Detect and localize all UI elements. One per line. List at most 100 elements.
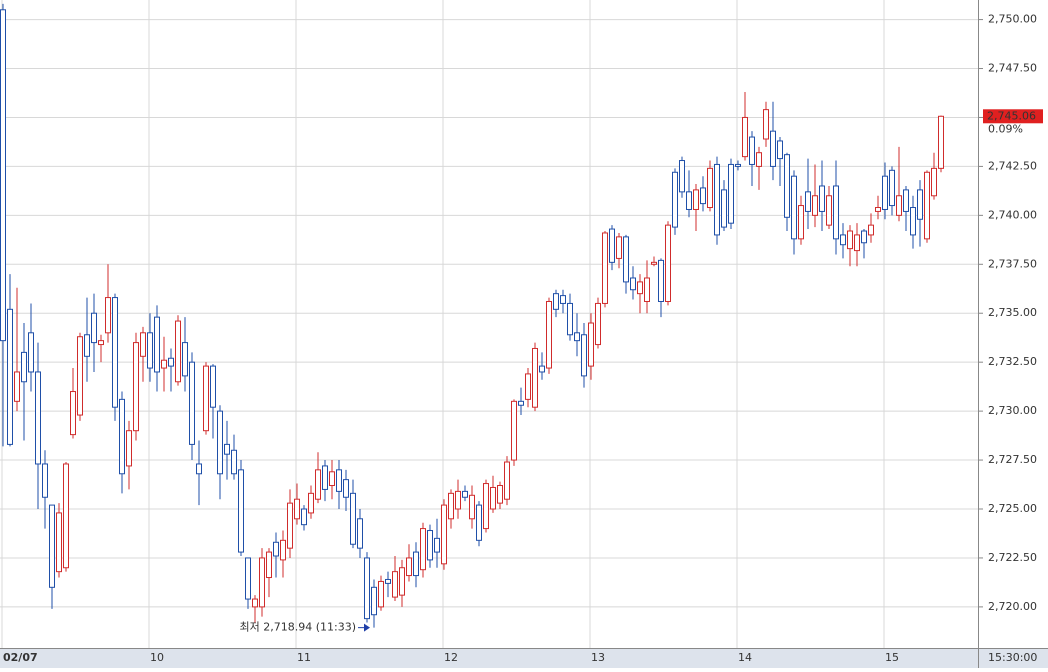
candle-body: [371, 586, 377, 616]
candle-body: [833, 185, 839, 240]
candle-body: [91, 312, 97, 344]
candle-body: [98, 340, 104, 346]
candle-body: [203, 365, 209, 432]
candle-body: [182, 342, 188, 377]
candle-body: [938, 115, 944, 169]
candle-body: [602, 232, 608, 304]
y-tick-label: 2,750.00: [988, 13, 1037, 26]
candle-body: [161, 359, 167, 369]
candle-body: [469, 494, 475, 520]
candle-body: [476, 504, 482, 541]
candle-body: [434, 537, 440, 553]
x-tick-label: 13: [591, 651, 605, 664]
candle-body: [665, 224, 671, 302]
candle-body: [126, 430, 132, 467]
candle-body: [637, 281, 643, 295]
candle-body: [644, 277, 650, 302]
candle-body: [728, 163, 734, 224]
candle-body: [392, 571, 398, 598]
candle-body: [609, 228, 615, 263]
candle-body: [273, 541, 279, 557]
candle-body: [567, 302, 573, 336]
last-price-change: 0.09%: [988, 122, 1023, 135]
candle-body: [28, 332, 34, 373]
last-price-box: [983, 109, 1043, 124]
candle-body: [196, 463, 202, 475]
candle-body: [147, 332, 153, 369]
candle-body: [217, 410, 223, 475]
y-tick-label: 2,730.00: [988, 404, 1037, 417]
candle-body: [742, 116, 748, 158]
candle-body: [777, 140, 783, 160]
candle-body: [693, 189, 699, 210]
candle-body: [798, 205, 804, 240]
candle-body: [651, 261, 657, 265]
candle-body: [672, 171, 678, 228]
candle-body: [868, 224, 874, 236]
candle-body: [679, 160, 685, 193]
candle-body: [763, 109, 769, 140]
candle-body: [504, 461, 510, 500]
candle-body: [399, 567, 405, 596]
candle-body: [686, 191, 692, 210]
candle-body: [343, 479, 349, 498]
candle-body: [483, 483, 489, 530]
candle-body: [826, 195, 832, 226]
candle-body: [658, 259, 664, 302]
candle-body: [350, 492, 356, 545]
candle-body: [721, 189, 727, 228]
candle-body: [140, 332, 146, 357]
candle-body: [518, 400, 524, 406]
plot-area: [0, 0, 978, 648]
candle-body: [329, 471, 335, 487]
candle-body: [749, 136, 755, 165]
y-tick-label: 2,735.00: [988, 306, 1037, 319]
candle-body: [154, 316, 160, 373]
candle-body: [462, 490, 468, 498]
candle-body: [406, 557, 412, 577]
candle-body: [581, 334, 587, 377]
candle-body: [819, 185, 825, 212]
y-tick-label: 2,732.50: [988, 355, 1037, 368]
x-tick-label: 11: [297, 651, 311, 664]
y-tick-label: 2,727.50: [988, 453, 1037, 466]
candle-body: [315, 469, 321, 500]
time-label: 15:30:00: [988, 651, 1037, 664]
candle-body: [133, 342, 139, 432]
candle-body: [7, 308, 13, 445]
candle-body: [49, 504, 55, 588]
y-tick-label: 2,747.50: [988, 62, 1037, 75]
candle-body: [294, 498, 300, 520]
candle-body: [238, 469, 244, 553]
candle-body: [630, 277, 636, 291]
candle-body: [812, 195, 818, 216]
candle-body: [511, 400, 517, 461]
x-tick-label: 10: [150, 651, 164, 664]
candle-body: [189, 361, 195, 445]
y-tick-label: 2,737.50: [988, 257, 1037, 270]
y-tick-label: 2,722.50: [988, 551, 1037, 564]
candle-body: [287, 502, 293, 549]
candle-body: [14, 371, 20, 402]
candle-body: [259, 557, 265, 608]
candle-body: [175, 320, 181, 383]
candle-body: [910, 207, 916, 236]
candle-body: [553, 293, 559, 310]
x-tick-label: 15: [885, 651, 899, 664]
candle-body: [448, 492, 454, 520]
candle-body: [770, 130, 776, 167]
candle-body: [105, 297, 111, 334]
candle-body: [889, 169, 895, 207]
candle-body: [168, 357, 174, 367]
candle-body: [427, 530, 433, 561]
y-tick-label: 2,725.00: [988, 502, 1037, 515]
candle-body: [301, 508, 307, 526]
candle-body: [56, 512, 62, 573]
candle-body: [532, 347, 538, 408]
candle-body: [882, 175, 888, 210]
candle-body: [490, 486, 496, 510]
candle-body: [595, 302, 601, 346]
candle-body: [931, 167, 937, 197]
